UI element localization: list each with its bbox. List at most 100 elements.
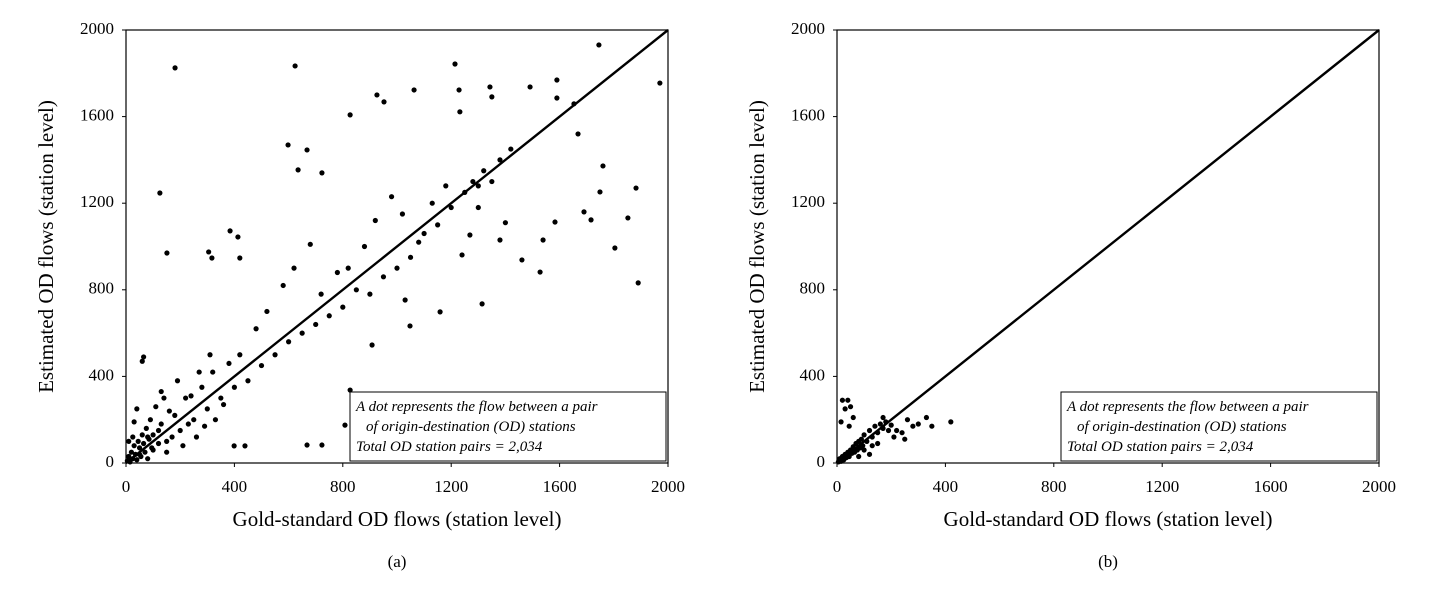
data-point (588, 217, 594, 223)
data-point (130, 434, 136, 440)
data-point (581, 209, 587, 215)
data-point (369, 342, 375, 348)
data-point (299, 330, 305, 336)
x-axis-label: Gold-standard OD flows (station level) (944, 507, 1273, 531)
data-point (367, 291, 373, 297)
data-point (612, 245, 618, 251)
data-point (487, 84, 493, 90)
data-point (292, 63, 298, 69)
data-point (172, 412, 178, 418)
y-tick-label: 0 (106, 452, 115, 471)
data-point (902, 436, 908, 442)
data-point (235, 234, 241, 240)
data-point (923, 414, 930, 421)
data-point (169, 434, 175, 440)
data-point (231, 384, 237, 390)
data-point (888, 422, 894, 428)
data-point (353, 287, 359, 293)
data-point (443, 183, 449, 189)
x-tick-label: 400 (933, 477, 959, 496)
data-point (866, 427, 873, 434)
data-point (388, 194, 395, 200)
data-point (452, 61, 458, 67)
data-point (489, 94, 495, 100)
data-point (416, 239, 422, 245)
annotation-box (1060, 391, 1378, 462)
data-point (227, 228, 233, 234)
data-point (319, 442, 325, 448)
data-point (435, 222, 441, 228)
data-point (861, 432, 867, 438)
data-point (456, 87, 462, 93)
data-point (838, 419, 844, 425)
y-axis-label: Estimated OD flows (station level) (34, 100, 58, 393)
data-point (633, 185, 639, 191)
x-tick-label: 1200 (434, 477, 468, 496)
data-point (161, 395, 167, 401)
data-point (842, 406, 848, 412)
data-point (872, 423, 878, 429)
data-point (625, 215, 631, 221)
identity-line (836, 29, 1380, 464)
data-point (866, 451, 873, 457)
data-point (185, 421, 191, 427)
data-point (174, 378, 181, 384)
data-point (880, 414, 886, 421)
data-point (191, 417, 197, 423)
x-tick-label: 800 (1041, 477, 1067, 496)
caption: (a) (388, 552, 407, 571)
data-point (218, 395, 224, 401)
data-point (285, 142, 291, 148)
data-point (540, 237, 546, 243)
data-point (139, 358, 145, 364)
data-point (226, 360, 232, 367)
data-point (166, 408, 172, 414)
y-tick-label: 1600 (80, 106, 114, 125)
data-point (421, 230, 427, 237)
data-point (153, 404, 159, 410)
data-point (467, 232, 473, 238)
data-point (537, 269, 543, 275)
data-point (508, 146, 514, 152)
data-point (527, 84, 533, 90)
plot-frame (836, 29, 1380, 464)
data-point (201, 423, 208, 429)
data-point (280, 282, 286, 289)
data-point (381, 99, 387, 105)
data-point (155, 440, 162, 447)
data-point (307, 241, 313, 247)
annotation-text: of origin-destination (OD) stations (1077, 419, 1287, 435)
data-point (196, 369, 202, 375)
data-point (402, 297, 408, 303)
data-point (875, 440, 881, 447)
data-point (394, 265, 400, 271)
data-point (448, 204, 454, 211)
data-point (209, 255, 215, 261)
data-point (172, 65, 178, 71)
y-tick-label: 800 (89, 279, 115, 298)
data-point (326, 313, 332, 319)
x-tick-label: 0 (122, 477, 131, 496)
data-point (146, 436, 152, 442)
data-point (929, 423, 935, 429)
data-point (158, 421, 164, 427)
y-tick-label: 1600 (791, 106, 825, 125)
data-point (237, 255, 243, 261)
data-point (206, 249, 212, 255)
data-point (885, 427, 892, 434)
data-point (147, 417, 153, 423)
data-point (207, 352, 213, 358)
data-point (554, 77, 560, 83)
data-point (497, 237, 503, 243)
data-point (657, 80, 663, 86)
annotation-text: A dot represents the flow between a pair (1066, 399, 1309, 415)
data-point (141, 440, 147, 447)
data-point (131, 419, 137, 425)
data-point (131, 443, 137, 449)
data-point (470, 178, 476, 185)
data-point (272, 352, 278, 358)
y-tick-label: 0 (817, 452, 826, 471)
data-point (318, 291, 324, 297)
data-point (145, 456, 151, 462)
